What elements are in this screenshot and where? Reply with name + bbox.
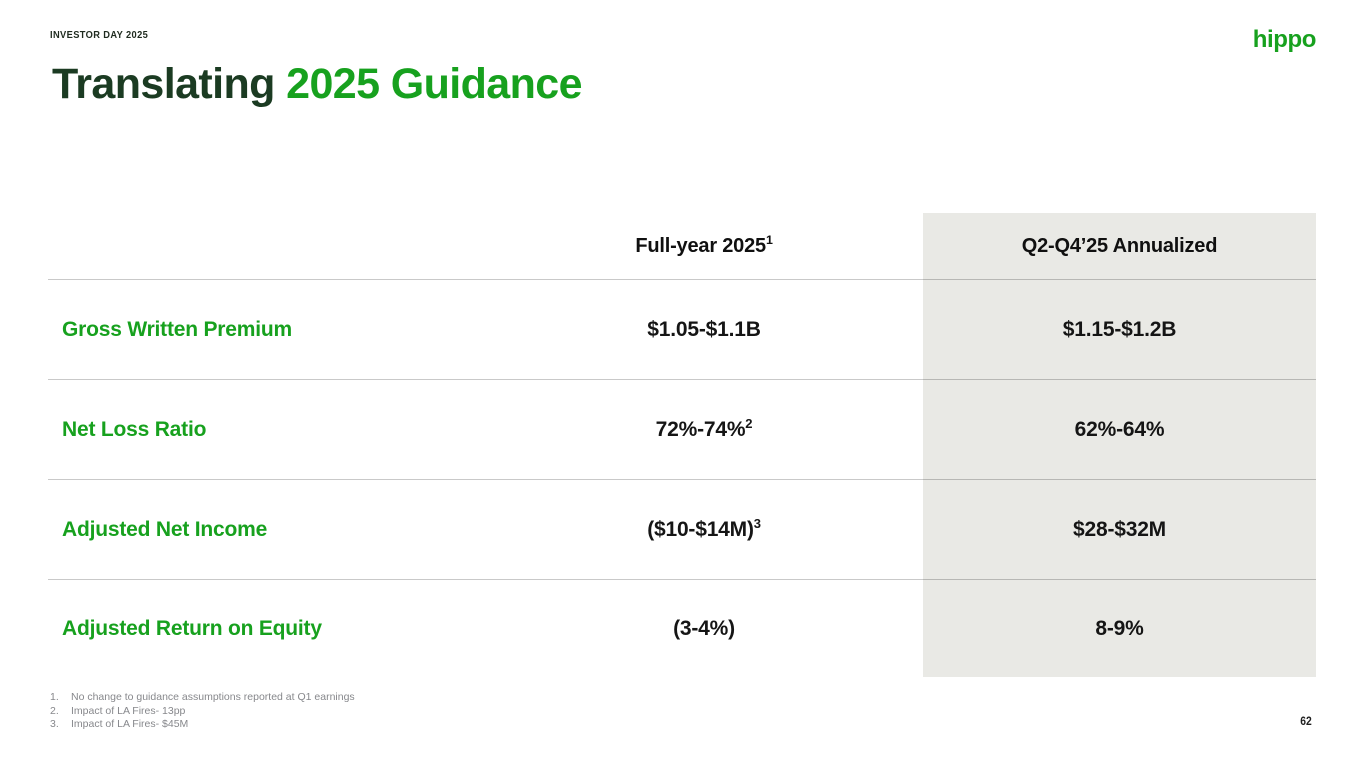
footnote-number: 2.	[50, 704, 59, 717]
footnote-line: 3. Impact of LA Fires- $45M	[50, 718, 355, 732]
table-row-label: Adjusted Return on Equity	[62, 616, 322, 640]
footnote-text: Impact of LA Fires- $45M	[71, 718, 189, 730]
table-row-full-year-value: (3-4%)	[673, 616, 735, 640]
table-row-label: Gross Written Premium	[48, 280, 485, 380]
footnotes: 1. No change to guidance assumptions rep…	[50, 691, 355, 732]
table-row-full-year-value: $1.05-$1.1B	[485, 280, 923, 380]
guidance-table: Full-year 2025 1 Q2-Q4’25 Annualized Gros…	[48, 213, 1316, 677]
table-header-annualized: Q2-Q4’25 Annualized	[923, 213, 1316, 280]
page-title: Translating 2025 Guidance	[52, 60, 582, 109]
page-title-highlight: 2025 Guidance	[286, 60, 582, 108]
footnote-number: 1.	[50, 691, 59, 703]
page-number: 62	[1300, 716, 1312, 728]
table-header-empty	[48, 213, 485, 280]
table-row-full-year-value: 72%-74% 2	[485, 380, 923, 480]
footnote-number: 3.	[50, 718, 59, 730]
table-row-label: Adjusted Net Income	[48, 480, 485, 580]
footnote-text: Impact of LA Fires- 13pp	[71, 704, 186, 717]
footnote-line: 2. Impact of LA Fires- 13pp	[50, 705, 355, 719]
table-row-annualized-value: $28-$32M	[923, 480, 1316, 580]
table-row-annualized-value: 8-9%	[923, 580, 1316, 677]
table-row-label: Net Loss Ratio	[48, 380, 485, 480]
hippo-logo: hippo	[1252, 26, 1317, 53]
table-row-annualized-value: 62%-64%	[923, 380, 1316, 480]
page-title-prefix: Translating	[52, 60, 287, 108]
table-row-annualized-value: $1.15-$1.2B	[923, 280, 1316, 380]
eyebrow-label: INVESTOR DAY 2025	[50, 30, 149, 41]
table-header-full-year: Full-year 2025 1	[485, 213, 923, 280]
footnote-text: No change to guidance assumptions report…	[71, 691, 355, 703]
table-row-full-year-value: ($10-$14M) 3	[485, 480, 923, 580]
footnote-line: 1. No change to guidance assumptions rep…	[50, 691, 355, 705]
